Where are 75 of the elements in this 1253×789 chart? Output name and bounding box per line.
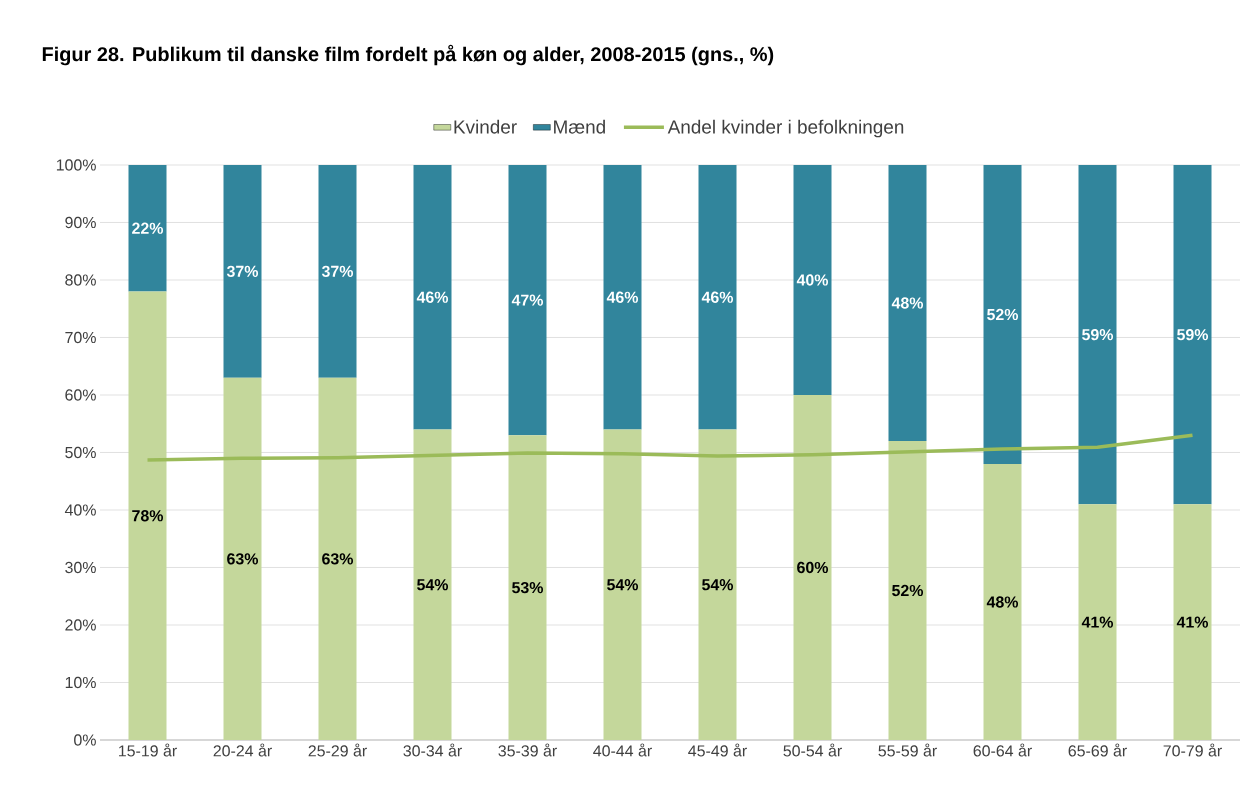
bar	[793, 164, 832, 395]
data-label: 52%	[987, 308, 1019, 321]
y-tick-label: 40%	[64, 504, 96, 516]
data-label: 63%	[227, 553, 259, 565]
data-label: 78%	[132, 510, 164, 522]
bar	[1078, 164, 1117, 505]
data-label: 46%	[606, 291, 639, 303]
bar	[983, 464, 1022, 740]
x-tick-label: 45-49 år	[688, 743, 747, 757]
y-tick-label: 50%	[65, 446, 96, 459]
x-tick-label: 50-54 år	[783, 743, 842, 757]
data-label: 46%	[701, 291, 734, 303]
y-tick-label: 0%	[74, 734, 96, 746]
y-tick-label: 80%	[65, 274, 96, 286]
bar	[1078, 504, 1117, 740]
y-tick-label: 20%	[65, 619, 96, 631]
x-tick-label: 30-34 år	[403, 743, 462, 757]
data-label: 60%	[797, 561, 829, 574]
bar	[698, 429, 737, 740]
legend-label: Mænd	[554, 119, 605, 134]
bar	[413, 164, 452, 430]
data-label: 41%	[1081, 616, 1114, 628]
bar	[603, 164, 642, 430]
bar	[128, 164, 167, 292]
x-tick-label: 40-44 år	[593, 743, 652, 757]
bar	[1173, 164, 1212, 505]
bar	[223, 164, 262, 378]
bar	[698, 164, 737, 430]
chart-title: Figur 28. Publikum til danske film fordelt på køn og alder, 2008-2015 (gns., %)	[42, 44, 774, 66]
data-label: 53%	[512, 581, 544, 594]
y-tick-label: 100%	[56, 159, 96, 171]
data-label: 59%	[1082, 328, 1114, 341]
data-label: 48%	[986, 596, 1019, 608]
bar	[318, 377, 357, 740]
data-label: 48%	[891, 297, 924, 309]
data-label: 22%	[132, 222, 164, 234]
bar	[603, 429, 642, 740]
x-tick-label: 35-39 år	[498, 743, 557, 757]
data-label: 63%	[322, 553, 354, 565]
bar	[1173, 504, 1212, 740]
data-label: 59%	[1177, 328, 1209, 341]
y-tick-label: 60%	[65, 389, 96, 401]
x-tick-label: 70-79 år	[1163, 743, 1222, 757]
bar	[128, 291, 167, 740]
x-tick-label: 60-64 år	[973, 743, 1032, 757]
data-label: 47%	[511, 294, 544, 306]
x-tick-label: 65-69 år	[1068, 743, 1127, 757]
data-label: 41%	[1176, 616, 1209, 628]
y-tick-label: 90%	[65, 216, 96, 229]
bar	[888, 164, 927, 441]
y-tick-label: 30%	[65, 561, 96, 574]
x-tick-label: 55-59 år	[878, 743, 937, 757]
data-label: 37%	[321, 265, 354, 278]
bar	[793, 395, 832, 740]
x-tick-label: 20-24 år	[213, 743, 272, 757]
bar	[318, 164, 357, 378]
legend-label: Kvinder	[454, 119, 517, 134]
x-tick-label: 15-19 år	[119, 743, 177, 757]
x-tick-label: 25-29 år	[308, 743, 367, 757]
bar	[983, 164, 1022, 464]
y-tick-label: 70%	[65, 331, 96, 344]
data-label: 37%	[226, 265, 259, 278]
y-tick-label: 10%	[65, 676, 96, 689]
data-label: 54%	[607, 579, 639, 591]
bar	[413, 429, 452, 740]
data-label: 54%	[702, 579, 734, 591]
data-label: 46%	[416, 291, 449, 303]
legend-label: Andel kvinder i befolkningen	[667, 119, 904, 138]
data-label: 52%	[892, 584, 924, 597]
bar	[888, 441, 927, 740]
data-label: 40%	[796, 274, 829, 286]
bar	[508, 435, 547, 740]
data-label: 54%	[417, 579, 449, 591]
bar	[223, 377, 262, 740]
bar	[508, 164, 547, 436]
